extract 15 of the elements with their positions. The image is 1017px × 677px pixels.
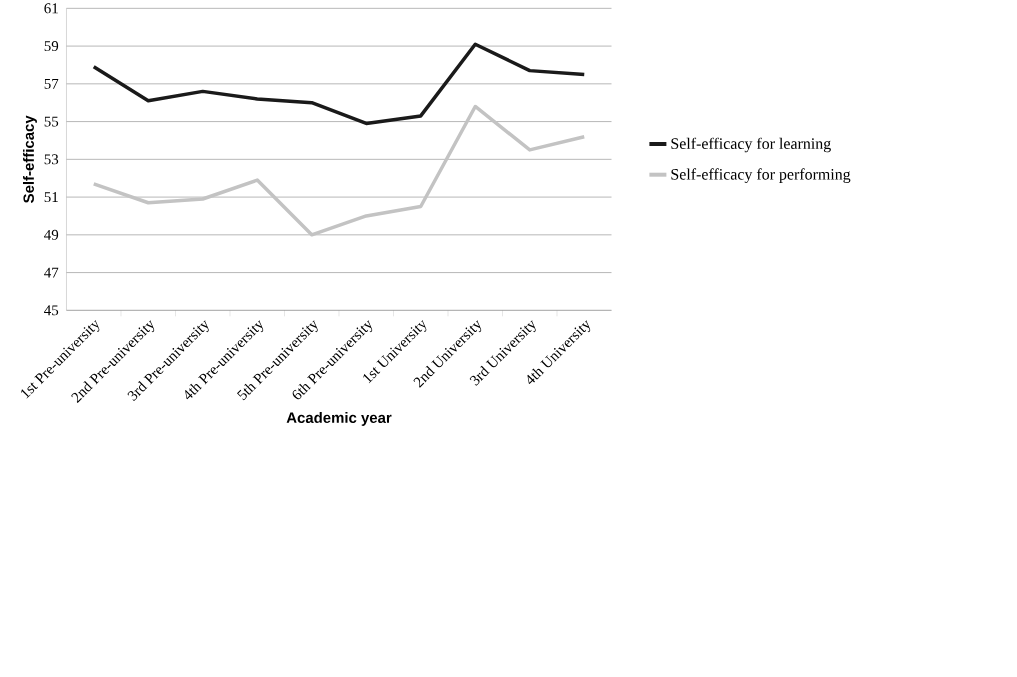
y-tick-label: 49	[44, 230, 59, 241]
y-tick-label: 51	[44, 192, 58, 203]
y-tick-label: 45	[44, 305, 59, 316]
y-tick-label: 47	[44, 267, 59, 278]
y-tick-label: 57	[44, 79, 59, 90]
x-axis-title: Academic year	[286, 412, 392, 427]
legend-label: Self-efficacy for learning	[671, 137, 831, 153]
legend-label: Self-efficacy for performing	[671, 168, 851, 184]
y-tick-label: 53	[44, 154, 59, 165]
line-series	[92, 42, 586, 126]
y-tick-label: 61	[44, 3, 58, 14]
y-tick-label: 55	[44, 116, 59, 127]
y-tick-label: 59	[44, 41, 59, 52]
y-axis-title: Self-efficacy	[23, 115, 37, 204]
line-series	[92, 104, 586, 237]
